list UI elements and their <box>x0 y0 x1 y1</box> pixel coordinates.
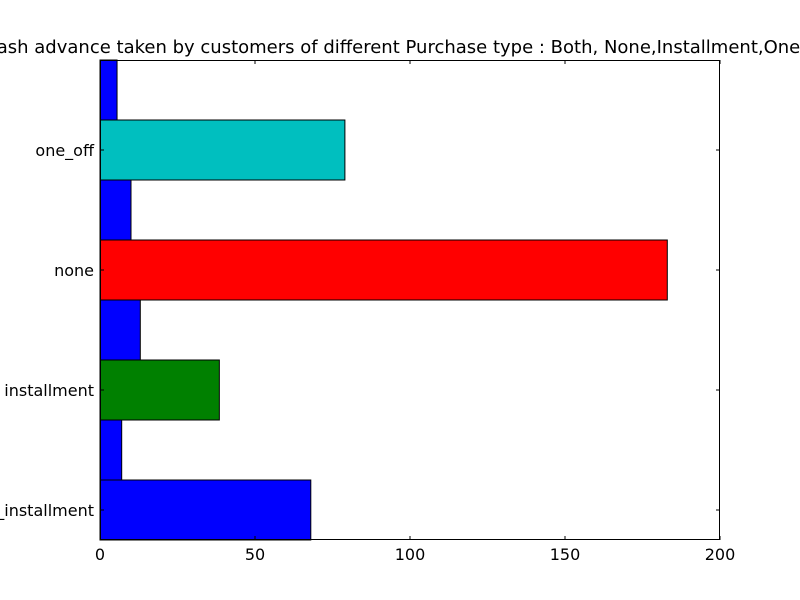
x-ticks-group: 0 50 100 150 200 <box>95 60 735 564</box>
chart-title: Cash advance taken by customers of diffe… <box>0 37 800 58</box>
y-ticks-group: both_oneoff_installment installment none on… <box>0 141 720 521</box>
plot-area-frame <box>100 60 720 540</box>
x-tick-label: 150 <box>550 545 581 564</box>
x-tick-label: 50 <box>245 545 265 564</box>
y-tick-label: both_oneoff_installment <box>0 501 94 521</box>
bar-primary-both_oneoff_installment <box>99 479 312 541</box>
y-tick-label: none <box>54 261 94 280</box>
x-tick-label: 200 <box>705 545 736 564</box>
y-tick-label: installment <box>4 381 94 400</box>
y-tick-label: one_off <box>35 141 95 161</box>
x-tick-label: 0 <box>95 545 105 564</box>
bar-primary-installment <box>99 359 220 421</box>
bar-secondary-none <box>99 179 132 241</box>
bar-secondary-one_off <box>99 59 118 121</box>
bars-group <box>99 59 668 541</box>
bar-primary-one_off <box>99 119 346 181</box>
bar-secondary-installment <box>99 299 141 361</box>
x-tick-label: 100 <box>395 545 426 564</box>
bar-primary-none <box>99 239 668 301</box>
bar-secondary-both_oneoff_installment <box>99 419 123 481</box>
